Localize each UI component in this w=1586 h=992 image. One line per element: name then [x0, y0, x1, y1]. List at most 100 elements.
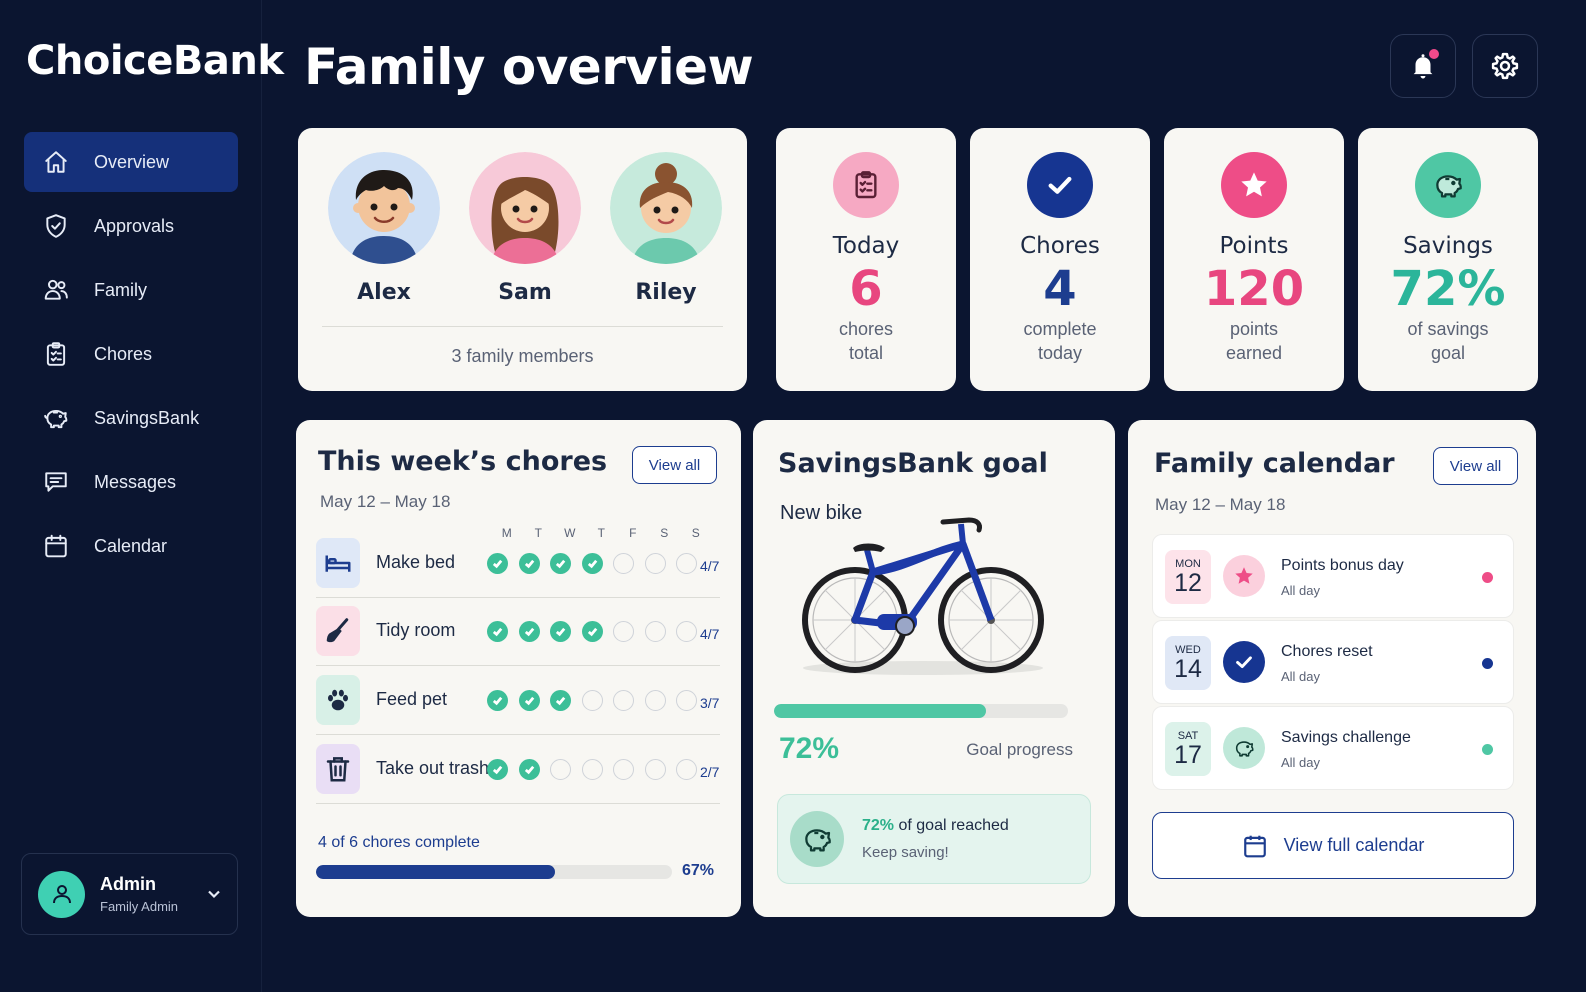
- day-check-empty[interactable]: [613, 553, 634, 574]
- event-time: All day: [1281, 669, 1321, 684]
- day-check-done[interactable]: [518, 553, 540, 574]
- chore-name: Make bed: [376, 552, 456, 572]
- clipboard-icon: [42, 340, 70, 368]
- stat-sub: complete: [1023, 319, 1097, 339]
- piggy-bank-icon: [790, 811, 844, 867]
- star-icon: [1241, 172, 1267, 197]
- user-name: Admin: [100, 874, 156, 894]
- event-title: Chores reset: [1281, 643, 1373, 660]
- chore-row[interactable]: Tidy room 4/7: [316, 598, 720, 666]
- day-check-done[interactable]: [487, 621, 508, 642]
- day-check-empty[interactable]: [676, 553, 697, 574]
- calendar-event[interactable]: WED 14 Chores reset All day: [1152, 620, 1514, 704]
- sidebar-item-calendar[interactable]: Calendar: [24, 516, 238, 576]
- event-time: All day: [1281, 755, 1321, 770]
- sidebar-item-approvals[interactable]: Approvals: [24, 196, 238, 256]
- goal-status-text: 72% of goal reached: [862, 817, 1009, 835]
- goal-status-percent: 72%: [862, 817, 895, 834]
- chore-row[interactable]: Feed pet 3/7: [316, 667, 720, 735]
- day-check-empty[interactable]: [550, 759, 571, 780]
- day-check-done[interactable]: [550, 690, 571, 711]
- sidebar-item-chores[interactable]: Chores: [24, 324, 238, 384]
- user-menu[interactable]: Admin Family Admin: [21, 853, 238, 935]
- day-check-empty[interactable]: [676, 690, 697, 711]
- day-check-empty[interactable]: [581, 690, 603, 711]
- day-check-done[interactable]: [487, 553, 508, 574]
- settings-button[interactable]: [1472, 34, 1538, 98]
- app-logo: ChoiceBank: [26, 38, 284, 84]
- sidebar-item-label: Overview: [94, 151, 170, 172]
- chore-fraction: 3/7: [700, 695, 720, 711]
- day-check-empty[interactable]: [613, 621, 634, 642]
- notifications-button[interactable]: [1390, 34, 1456, 98]
- chores-summary: 4 of 6 chores complete: [318, 834, 480, 851]
- weekday-header: M T W T F S S: [491, 526, 712, 540]
- weekday-label: T: [534, 526, 542, 540]
- stat-label: Savings: [1403, 233, 1493, 259]
- day-check-done[interactable]: [550, 621, 571, 642]
- day-check-empty[interactable]: [644, 690, 666, 711]
- sidebar: ChoiceBank Overview Approvals Family Cho…: [0, 0, 284, 992]
- member-riley[interactable]: Riley: [610, 152, 722, 305]
- avatar: [469, 152, 581, 264]
- clipboard-icon: [855, 171, 877, 199]
- view-full-calendar-button[interactable]: View full calendar: [1152, 812, 1514, 879]
- sidebar-item-overview[interactable]: Overview: [24, 132, 238, 192]
- page-title: Family overview: [304, 38, 754, 96]
- event-color-dot: [1482, 744, 1493, 755]
- day-check-done[interactable]: [581, 621, 603, 642]
- broom-icon: [326, 618, 349, 643]
- stat-value: 4: [1043, 261, 1077, 317]
- day-check-done[interactable]: [581, 553, 603, 574]
- stat-value: 120: [1203, 261, 1305, 317]
- stat-sub: goal: [1430, 343, 1466, 363]
- piggy-bank-icon: [1436, 175, 1462, 198]
- member-sam[interactable]: Sam: [469, 152, 581, 305]
- chore-fraction: 2/7: [700, 764, 720, 780]
- sidebar-item-label: Approvals: [94, 215, 175, 236]
- view-all-calendar-button[interactable]: View all: [1433, 447, 1518, 485]
- stat-icon-bg: [1415, 152, 1481, 218]
- view-all-chores-button[interactable]: View all: [632, 446, 717, 484]
- stat-icon-bg: [1221, 152, 1287, 218]
- weekday-label: S: [691, 526, 700, 540]
- day-checks: [487, 553, 708, 574]
- day-check-done[interactable]: [487, 690, 508, 711]
- event-date: SAT 17: [1165, 722, 1211, 776]
- calendar-event[interactable]: SAT 17 Savings challenge All day: [1152, 706, 1514, 790]
- sidebar-item-savingsbank[interactable]: SavingsBank: [24, 388, 238, 448]
- chevron-down-icon[interactable]: [207, 887, 221, 901]
- day-check-done[interactable]: [487, 759, 508, 780]
- day-check-empty[interactable]: [644, 621, 666, 642]
- sidebar-item-label: Chores: [94, 343, 153, 364]
- day-check-done[interactable]: [518, 759, 540, 780]
- day-check-empty[interactable]: [613, 759, 634, 780]
- day-check-empty[interactable]: [676, 621, 697, 642]
- stat-card-savings: Savings 72% of savings goal: [1358, 128, 1538, 391]
- calendar-event[interactable]: MON 12 Points bonus day All day: [1152, 534, 1514, 618]
- sidebar-item-messages[interactable]: Messages: [24, 452, 238, 512]
- day-check-empty[interactable]: [676, 759, 697, 780]
- chore-name: Take out trash: [376, 758, 490, 778]
- day-check-empty[interactable]: [644, 553, 666, 574]
- stat-card-today: Today 6 chores total: [776, 128, 956, 391]
- day-check-empty[interactable]: [613, 690, 634, 711]
- stat-value: 6: [849, 261, 883, 317]
- day-check-done[interactable]: [550, 553, 571, 574]
- stat-value: 72%: [1390, 261, 1506, 317]
- day-check-done[interactable]: [518, 690, 540, 711]
- day-check-done[interactable]: [518, 621, 540, 642]
- day-check-empty[interactable]: [644, 759, 666, 780]
- chore-row[interactable]: Take out trash 2/7: [316, 736, 720, 804]
- day-check-empty[interactable]: [581, 759, 603, 780]
- family-count: 3 family members: [451, 346, 594, 366]
- member-name: Sam: [498, 280, 552, 305]
- member-alex[interactable]: Alex: [328, 152, 440, 305]
- chore-row[interactable]: Make bed 4/7: [316, 530, 720, 598]
- home-icon: [42, 148, 70, 176]
- event-weekday: MON: [1175, 558, 1201, 570]
- button-label: View full calendar: [1283, 835, 1425, 855]
- paw-icon: [328, 689, 348, 711]
- sidebar-item-family[interactable]: Family: [24, 260, 238, 320]
- chore-fraction: 4/7: [700, 558, 720, 574]
